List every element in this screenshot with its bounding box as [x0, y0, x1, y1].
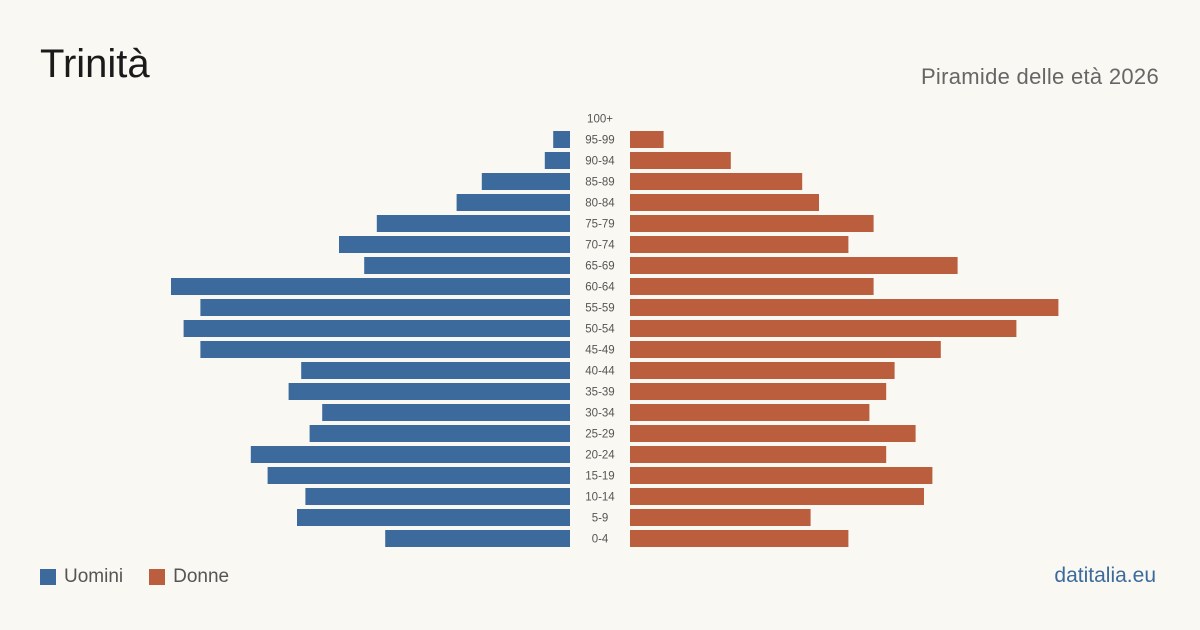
- age-label-80-84: 80-84: [585, 198, 615, 210]
- age-label-75-79: 75-79: [585, 219, 614, 231]
- age-label-0-4: 0-4: [592, 534, 609, 546]
- bar-men-70-74: [339, 236, 570, 253]
- bar-men-55-59: [200, 299, 570, 316]
- age-label-70-74: 70-74: [585, 240, 615, 252]
- bar-women-15-19: [630, 467, 933, 484]
- legend-label-women: Donne: [173, 566, 230, 587]
- bar-women-40-44: [630, 362, 895, 379]
- bar-men-85-89: [481, 173, 570, 190]
- bar-women-85-89: [630, 173, 803, 190]
- chart-subtitle: Piramide delle età 2026: [920, 64, 1159, 89]
- bars-group: [171, 131, 1059, 547]
- bar-women-25-29: [630, 425, 916, 442]
- age-label-100plus: 100+: [587, 114, 613, 126]
- age-label-10-14: 10-14: [585, 492, 615, 504]
- bar-women-50-54: [630, 320, 1017, 337]
- age-label-55-59: 55-59: [585, 303, 614, 315]
- age-label-90-94: 90-94: [585, 156, 615, 168]
- age-label-50-54: 50-54: [585, 324, 615, 336]
- bar-women-95-99: [630, 131, 664, 148]
- bar-men-30-34: [322, 404, 570, 421]
- age-label-20-24: 20-24: [585, 450, 615, 462]
- bar-women-80-84: [630, 194, 819, 211]
- age-label-5-9: 5-9: [592, 513, 609, 525]
- bar-women-45-49: [630, 341, 941, 358]
- bar-women-70-74: [630, 236, 849, 253]
- bar-women-65-69: [630, 257, 958, 274]
- bar-men-75-79: [376, 215, 570, 232]
- age-label-85-89: 85-89: [585, 177, 614, 189]
- bar-women-20-24: [630, 446, 887, 463]
- age-label-25-29: 25-29: [585, 429, 614, 441]
- legend: Uomini Donne: [40, 566, 255, 588]
- bar-women-60-64: [630, 278, 874, 295]
- bar-men-10-14: [305, 488, 570, 505]
- legend-label-men: Uomini: [64, 566, 124, 587]
- age-labels-group: 100+ 95-99 90-94 85-89 80-84 75-79 70-74 65-69 6…: [585, 114, 615, 546]
- bar-men-0-4: [385, 530, 570, 547]
- age-label-45-49: 45-49: [585, 345, 614, 357]
- legend-item-women: Donne: [149, 566, 229, 588]
- bar-women-35-39: [630, 383, 887, 400]
- bar-women-10-14: [630, 488, 924, 505]
- bar-women-75-79: [630, 215, 874, 232]
- bar-women-55-59: [630, 299, 1059, 316]
- age-label-60-64: 60-64: [585, 282, 615, 294]
- bar-men-40-44: [301, 362, 570, 379]
- bar-men-65-69: [364, 257, 570, 274]
- bar-women-0-4: [630, 530, 849, 547]
- bar-men-50-54: [183, 320, 570, 337]
- legend-swatch-men: [40, 569, 56, 585]
- bar-women-30-34: [630, 404, 870, 421]
- age-label-35-39: 35-39: [585, 387, 614, 399]
- bar-men-60-64: [171, 278, 570, 295]
- bar-men-35-39: [288, 383, 570, 400]
- age-label-95-99: 95-99: [585, 135, 614, 147]
- legend-swatch-women: [149, 569, 166, 585]
- age-label-65-69: 65-69: [585, 261, 614, 273]
- age-label-15-19: 15-19: [585, 471, 614, 483]
- bar-men-20-24: [250, 446, 571, 463]
- bar-men-5-9: [297, 509, 570, 526]
- bar-men-95-99: [553, 131, 570, 148]
- bar-men-90-94: [544, 152, 570, 169]
- bar-men-25-29: [309, 425, 570, 442]
- age-label-40-44: 40-44: [585, 366, 615, 378]
- bar-men-80-84: [456, 194, 570, 211]
- bar-men-45-49: [200, 341, 570, 358]
- legend-item-men: Uomini: [40, 566, 123, 588]
- age-label-30-34: 30-34: [585, 408, 615, 420]
- bar-women-90-94: [630, 152, 731, 169]
- bar-women-5-9: [630, 509, 811, 526]
- brand-link[interactable]: datitalia.eu: [1054, 564, 1156, 587]
- bar-men-15-19: [267, 467, 570, 484]
- chart-title: Trinità: [40, 42, 150, 86]
